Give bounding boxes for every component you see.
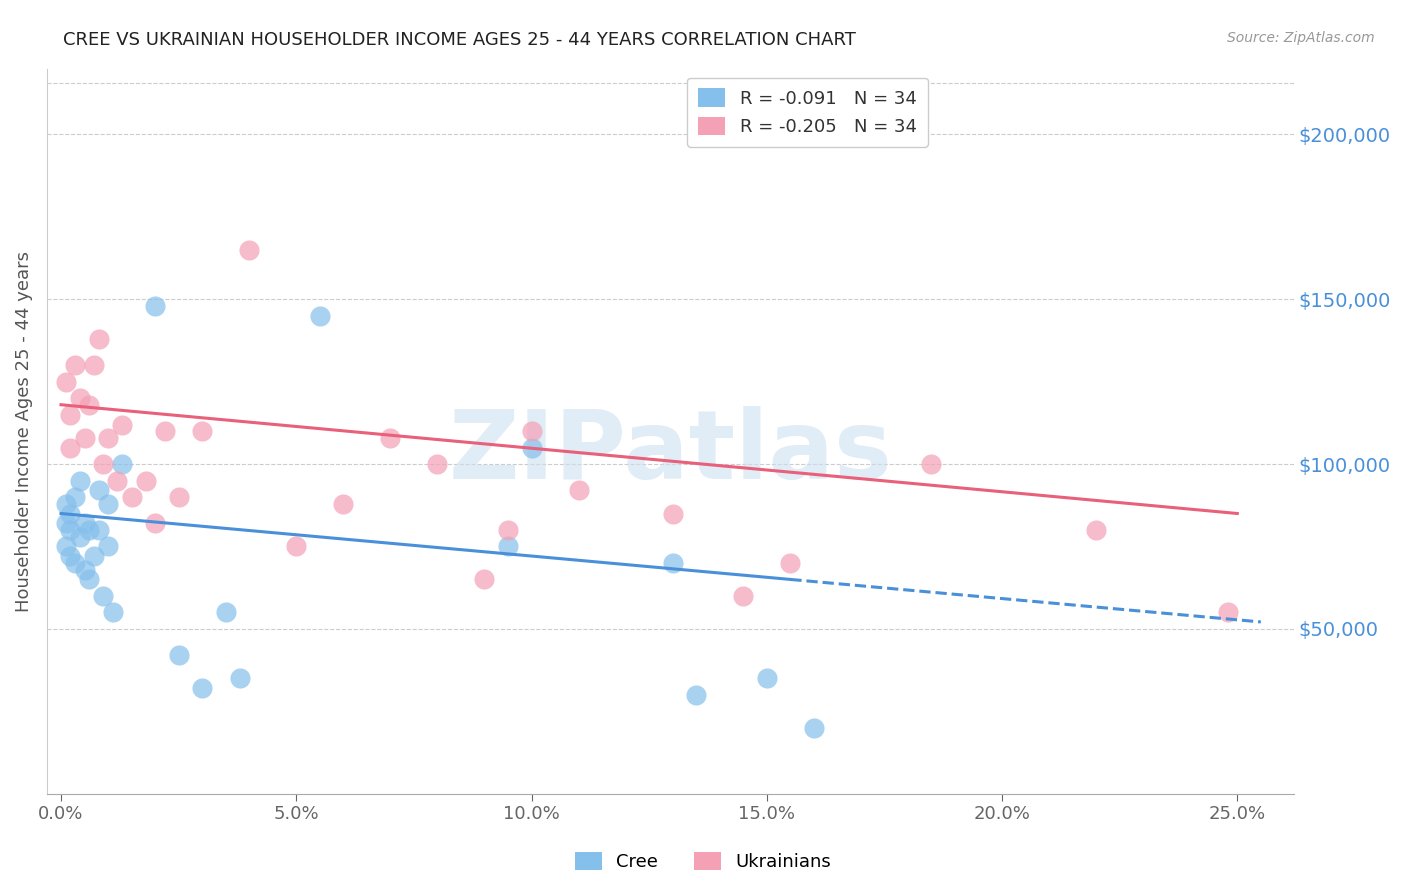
Point	[121, 490, 143, 504]
Point	[97, 431, 120, 445]
Point	[59, 408, 82, 422]
Point	[93, 589, 115, 603]
Point	[143, 516, 166, 531]
Point	[111, 417, 134, 432]
Point	[69, 391, 91, 405]
Point	[83, 549, 105, 564]
Point	[97, 540, 120, 554]
Point	[229, 671, 252, 685]
Point	[87, 483, 110, 498]
Point	[1216, 606, 1239, 620]
Point	[153, 424, 176, 438]
Point	[733, 589, 755, 603]
Point	[135, 474, 157, 488]
Point	[59, 549, 82, 564]
Point	[474, 573, 496, 587]
Point	[77, 523, 100, 537]
Point	[93, 457, 115, 471]
Point	[803, 721, 825, 735]
Point	[380, 431, 402, 445]
Point	[63, 358, 86, 372]
Text: Source: ZipAtlas.com: Source: ZipAtlas.com	[1227, 31, 1375, 45]
Text: ZIPatlas: ZIPatlas	[449, 407, 893, 500]
Point	[426, 457, 449, 471]
Point	[97, 497, 120, 511]
Point	[755, 671, 778, 685]
Point	[59, 441, 82, 455]
Point	[87, 523, 110, 537]
Y-axis label: Householder Income Ages 25 - 44 years: Householder Income Ages 25 - 44 years	[15, 251, 32, 612]
Point	[285, 540, 308, 554]
Point	[83, 358, 105, 372]
Point	[167, 648, 190, 663]
Point	[87, 332, 110, 346]
Point	[496, 540, 519, 554]
Point	[73, 562, 96, 576]
Point	[69, 530, 91, 544]
Point	[1085, 523, 1108, 537]
Point	[920, 457, 942, 471]
Point	[55, 497, 77, 511]
Point	[111, 457, 134, 471]
Point	[63, 556, 86, 570]
Point	[55, 540, 77, 554]
Point	[191, 424, 214, 438]
Point	[107, 474, 129, 488]
Legend: Cree, Ukrainians: Cree, Ukrainians	[568, 845, 838, 879]
Point	[191, 681, 214, 696]
Point	[568, 483, 591, 498]
Point	[238, 243, 260, 257]
Point	[143, 299, 166, 313]
Point	[520, 424, 543, 438]
Text: CREE VS UKRAINIAN HOUSEHOLDER INCOME AGES 25 - 44 YEARS CORRELATION CHART: CREE VS UKRAINIAN HOUSEHOLDER INCOME AGE…	[63, 31, 856, 49]
Point	[73, 431, 96, 445]
Point	[59, 507, 82, 521]
Point	[55, 516, 77, 531]
Point	[59, 523, 82, 537]
Point	[308, 309, 330, 323]
Point	[69, 474, 91, 488]
Point	[215, 606, 238, 620]
Point	[63, 490, 86, 504]
Point	[661, 507, 683, 521]
Point	[520, 441, 543, 455]
Point	[55, 375, 77, 389]
Point	[685, 688, 707, 702]
Point	[661, 556, 683, 570]
Point	[332, 497, 354, 511]
Point	[496, 523, 519, 537]
Point	[167, 490, 190, 504]
Point	[101, 606, 124, 620]
Point	[77, 573, 100, 587]
Point	[73, 516, 96, 531]
Legend: R = -0.091   N = 34, R = -0.205   N = 34: R = -0.091 N = 34, R = -0.205 N = 34	[688, 78, 928, 147]
Point	[779, 556, 801, 570]
Point	[77, 398, 100, 412]
